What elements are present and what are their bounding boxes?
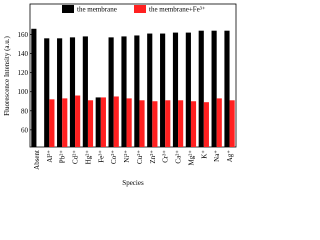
bar xyxy=(203,102,209,147)
x-tick-label: Cd²⁺ xyxy=(72,150,80,164)
x-tick-label: Mg²⁺ xyxy=(187,150,195,166)
bar xyxy=(172,32,179,147)
bar xyxy=(185,32,191,147)
x-tick-label: Ni²⁺ xyxy=(123,150,131,163)
bar xyxy=(178,100,184,147)
x-tick-label: Pb²⁺ xyxy=(59,150,67,163)
bar xyxy=(82,36,88,148)
bar xyxy=(216,98,222,147)
legend-label: the membrane xyxy=(77,6,117,14)
bar xyxy=(62,98,68,147)
y-tick-label: 120 xyxy=(18,69,29,77)
x-tick-label: Zn²⁺ xyxy=(149,150,157,164)
x-tick-label: Co²⁺ xyxy=(110,150,118,164)
bar xyxy=(69,37,76,147)
bar xyxy=(126,98,132,147)
plot-frame xyxy=(29,3,237,148)
bar xyxy=(31,28,37,147)
x-tick-label: Ca²⁺ xyxy=(175,150,183,164)
legend-swatch xyxy=(62,5,74,13)
x-tick-label: Absent xyxy=(33,150,41,170)
y-tick-label: 100 xyxy=(18,88,29,96)
legend-swatch xyxy=(134,5,146,13)
x-tick-label: Ag⁺ xyxy=(226,150,234,163)
bar xyxy=(190,101,197,147)
y-axis-label: Fluorescence Intensity (a.u.) xyxy=(3,35,11,115)
bar xyxy=(229,100,235,147)
bar xyxy=(100,97,106,147)
y-tick-label: 80 xyxy=(21,107,29,115)
bar xyxy=(139,100,145,147)
bar xyxy=(134,35,140,147)
bar xyxy=(224,30,230,148)
bar xyxy=(49,99,55,147)
bar xyxy=(57,38,63,147)
x-tick-label: Cr³⁺ xyxy=(162,150,170,163)
bar xyxy=(95,97,101,147)
bar xyxy=(87,100,94,147)
x-tick-label: Na⁺ xyxy=(213,150,221,162)
bar xyxy=(121,36,127,148)
y-tick-label: 160 xyxy=(18,31,29,39)
bar xyxy=(160,33,166,148)
bar xyxy=(44,38,50,147)
bar xyxy=(211,30,217,148)
chart: Fluorescence Intensity (a.u.) Species 60… xyxy=(3,3,237,187)
x-tick-label: Fe³⁺ xyxy=(97,150,105,163)
bar xyxy=(165,100,171,147)
bar xyxy=(147,33,153,148)
x-tick-label: Hg²⁺ xyxy=(84,150,92,165)
bar xyxy=(75,95,81,147)
bar xyxy=(108,37,114,147)
legend-label: the membrane+Fe³⁺ xyxy=(149,6,206,14)
y-tick-label: 140 xyxy=(18,50,29,58)
x-tick-label: Cu²⁺ xyxy=(136,150,144,164)
bar xyxy=(198,30,204,148)
bar xyxy=(152,101,158,147)
x-axis-label: Species xyxy=(122,179,144,187)
x-tick-label: Al³⁺ xyxy=(46,150,54,163)
x-tick-label: K⁺ xyxy=(200,150,208,159)
bar xyxy=(113,96,119,147)
y-tick-label: 60 xyxy=(21,126,29,134)
